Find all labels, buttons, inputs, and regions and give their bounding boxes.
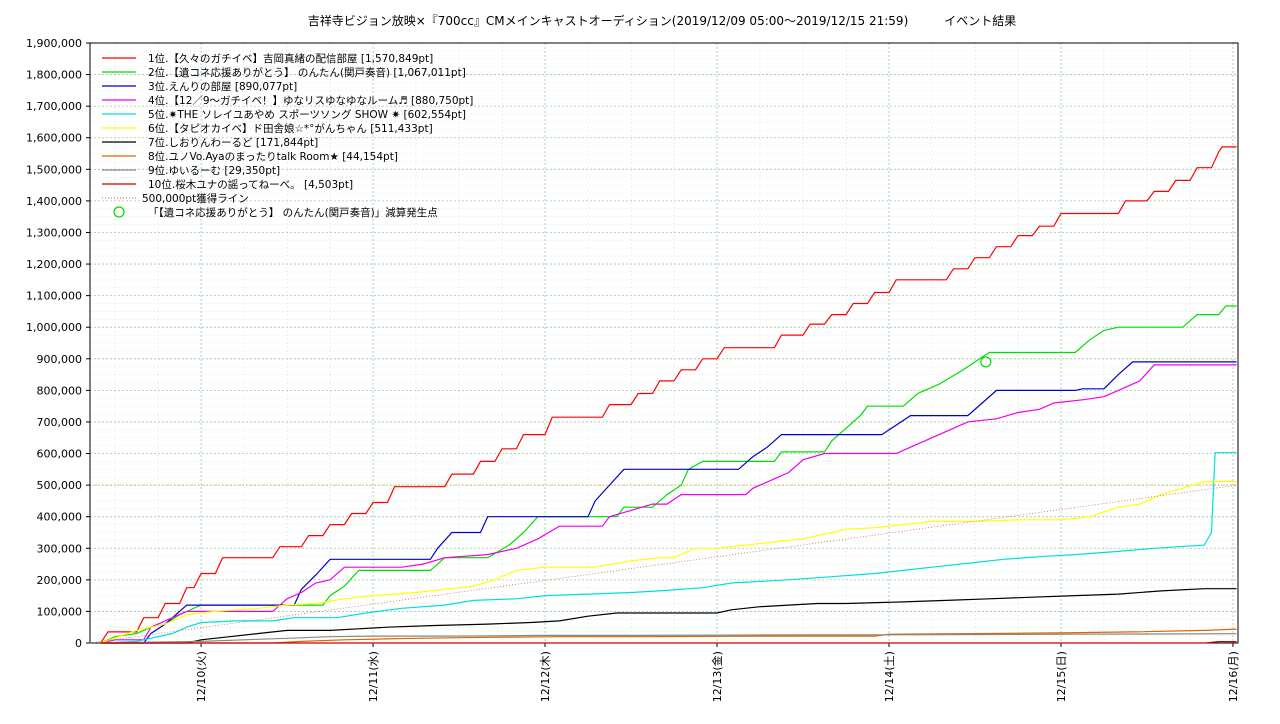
legend-label: 4位.【12／9〜ガチイベ！】ゆなリスゆなゆなルーム♬ [880,750pt] (148, 94, 473, 107)
y-tick-label: 500,000 (37, 479, 83, 492)
legend-label: 9位.ゆいるーむ [29,350pt] (148, 164, 280, 177)
x-tick-label: 12/11(水) (367, 651, 380, 702)
legend-label: 10位.桜木ユナの謡ってねーべ。 [4,503pt] (148, 178, 353, 191)
y-tick-label: 1,400,000 (26, 195, 82, 208)
y-tick-label: 1,300,000 (26, 226, 82, 239)
series-line-6 (100, 480, 1237, 644)
y-tick-label: 300,000 (37, 542, 83, 555)
y-tick-label: 900,000 (37, 353, 83, 366)
y-tick-label: 1,500,000 (26, 163, 82, 176)
legend-label: 6位.【タピオカイベ】ド田舎娘☆*°がんちゃん [511,433pt] (148, 122, 433, 135)
y-tick-label: 700,000 (37, 416, 83, 429)
y-tick-label: 400,000 (37, 511, 83, 524)
series-line-5 (100, 452, 1237, 644)
legend-label: 5位.✷THE ソレイユあやめ スポーツソング SHOW ✷ [602,554p… (148, 108, 466, 121)
series-line-3 (100, 361, 1237, 644)
y-tick-label: 1,200,000 (26, 258, 82, 271)
legend: 1位.【久々のガチイベ】吉岡真緒の配信部屋 [1,570,849pt]2位.【遺… (102, 52, 473, 219)
y-tick-label: 600,000 (37, 448, 83, 461)
legend-label: 1位.【久々のガチイベ】吉岡真緒の配信部屋 [1,570,849pt] (148, 52, 433, 65)
y-tick-label: 1,000,000 (26, 321, 82, 334)
chart-title: 吉祥寺ビジョン放映×『700cc』CMメインキャストオーディション(2019/1… (308, 13, 1017, 28)
series-line-1 (100, 146, 1237, 644)
series-layer (89, 146, 1239, 644)
event-marker (980, 356, 992, 368)
x-tick-label: 12/10(火) (195, 651, 208, 702)
x-tick-label: 12/12(木) (539, 651, 552, 702)
series-line-2 (100, 305, 1237, 644)
series-line-10 (100, 640, 1237, 644)
axis-layer: 0 100,000 200,000 300,000 400,000 500,000 600,… (26, 37, 1240, 702)
grid-layer (90, 43, 1238, 643)
x-tick-label: 12/14(土) (883, 651, 896, 702)
y-tick-label: 200,000 (37, 574, 83, 587)
legend-label: 8位.ユノVo.Ayaのまったりtalk Room★ [44,154pt] (148, 150, 398, 163)
y-tick-label: 1,800,000 (26, 69, 82, 82)
legend-label: 3位.えんりの部屋 [890,077pt] (148, 80, 297, 93)
series-line-4 (100, 364, 1237, 644)
legend-label: 500,000pt獲得ライン (142, 192, 249, 205)
legend-marker (113, 206, 125, 218)
series-line-9 (100, 633, 1237, 644)
x-tick-label: 12/16(月) (1227, 651, 1240, 702)
y-tick-label: 1,100,000 (26, 290, 82, 303)
legend-label: 2位.【遺コネ応援ありがとう】 のんたん(関戸奏音) [1,067,011pt] (148, 66, 466, 79)
y-tick-label: 1,700,000 (26, 100, 82, 113)
x-tick-label: 12/15(日) (1055, 651, 1068, 702)
series-line-7 (100, 588, 1237, 644)
legend-label: 7位.しおりんわーるど [171,844pt] (148, 136, 318, 149)
y-tick-label: 800,000 (37, 384, 83, 397)
y-tick-label: 100,000 (37, 605, 83, 618)
y-tick-label: 1,900,000 (26, 37, 82, 50)
y-tick-label: 1,600,000 (26, 132, 82, 145)
series-line-8 (100, 628, 1237, 644)
series-line-11 (89, 484, 1239, 644)
y-tick-label: 0 (75, 637, 82, 650)
x-tick-label: 12/13(金) (710, 651, 724, 702)
legend-label: 「【遺コネ応援ありがとう】 のんたん(関戸奏音)」減算発生点 (148, 206, 438, 219)
